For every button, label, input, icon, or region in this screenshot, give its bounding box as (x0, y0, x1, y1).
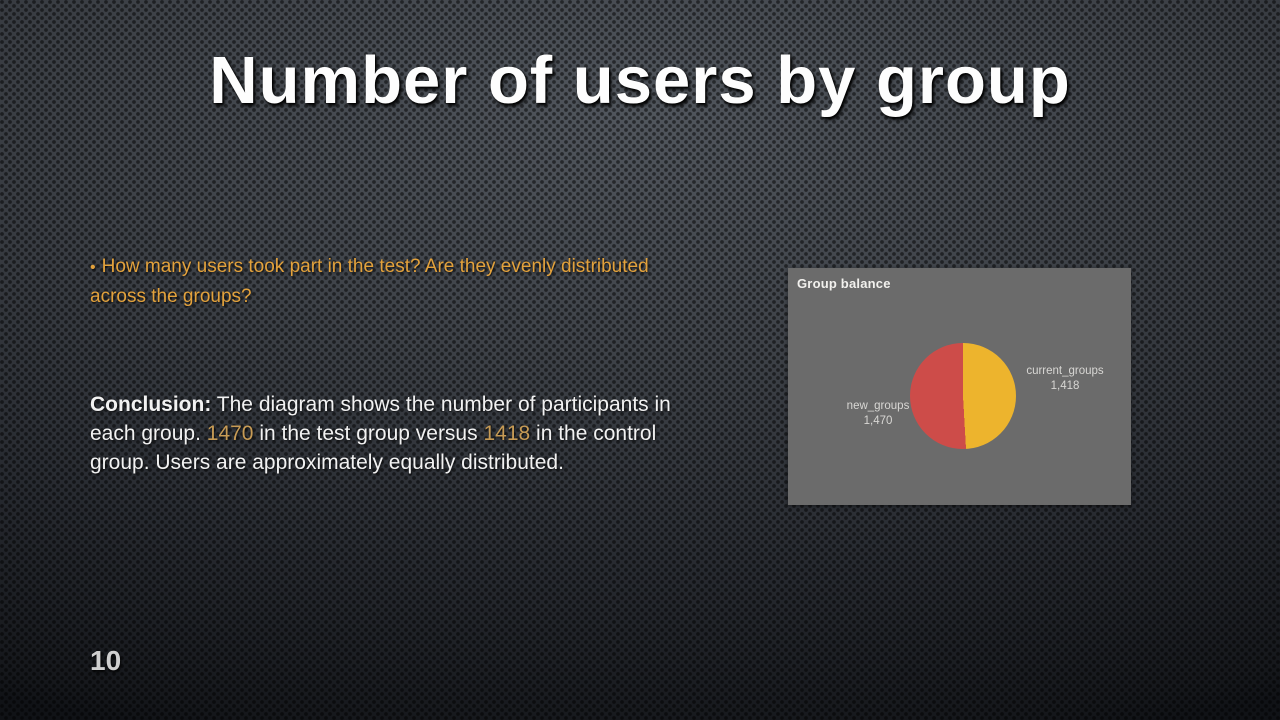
group-balance-chart-image: Group balance current_groups 1,418 new_g… (788, 268, 1131, 505)
pie-label-new-groups-name: new_groups (846, 400, 910, 412)
bullet-question: • How many users took part in the test? A… (90, 252, 650, 311)
conclusion-value-control-group: 1418 (483, 422, 531, 445)
chart-title: Group balance (797, 276, 891, 291)
conclusion-label: Conclusion: (90, 393, 212, 416)
pie-label-new-groups-value: 1,470 (863, 415, 893, 427)
conclusion-text-after: in the control group. Users are approxim… (90, 422, 657, 474)
pie-label-current-groups-value: 1,418 (1050, 380, 1080, 392)
bullet-icon: • (90, 259, 96, 276)
conclusion-value-test-group: 1470 (206, 422, 254, 445)
conclusion-text-mid: in the test group versus (259, 422, 478, 445)
conclusion-paragraph: Conclusion: The diagram shows the number… (90, 390, 680, 477)
slide-title: Number of users by group (209, 43, 1071, 118)
bullet-question-text: How many users took part in the test? Ar… (90, 256, 649, 307)
pie-label-current-groups: current_groups 1,418 (1001, 364, 1129, 394)
conclusion-text-before: The diagram shows the number of particip… (90, 393, 671, 445)
pie-label-new-groups: new_groups 1,470 (816, 399, 940, 429)
page-number: 10 (90, 645, 122, 676)
pie-chart (910, 343, 1016, 449)
pie-label-current-groups-name: current_groups (1026, 365, 1104, 377)
